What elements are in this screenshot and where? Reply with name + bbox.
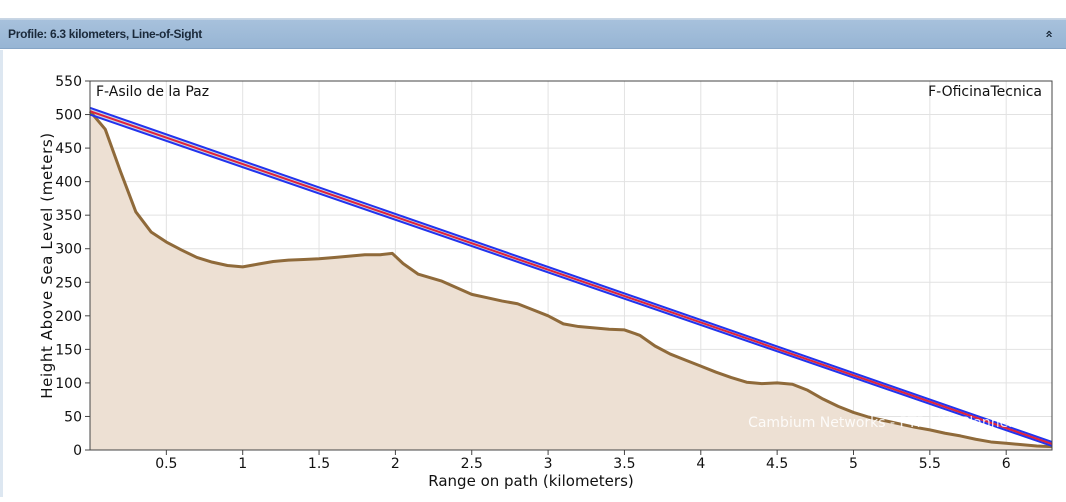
y-axis-label: Height Above Sea Level (meters) [38, 132, 56, 399]
x-tick-label: 2 [391, 456, 400, 472]
collapse-glyph: » [1042, 29, 1057, 39]
y-tick-label: 550 [55, 74, 82, 90]
plot-frame [89, 80, 1053, 451]
watermark-text: Cambium Networks - PTP LINKPlanner [748, 415, 1014, 431]
x-tick-label: 2.5 [461, 456, 483, 472]
x-tick-label: 4.5 [766, 456, 788, 472]
fresnel-lower-line [89, 113, 1053, 447]
line-of-sight-line [89, 110, 1053, 445]
axis-ticks: 0.5 1 1.5 2 2.5 3 3.5 4 4.5 5 5.5 6 0 50 100 150 200 250 3… [55, 74, 1010, 472]
y-tick-label: 450 [55, 141, 82, 157]
x-tick-label: 1.5 [308, 456, 330, 472]
y-tick-label: 100 [55, 376, 82, 392]
x-tick-label: 6 [1002, 456, 1011, 472]
x-tick-label: 5 [849, 456, 858, 472]
y-tick-label: 300 [55, 242, 82, 258]
profile-chart: 0.5 1 1.5 2 2.5 3 3.5 4 4.5 5 5.5 6 0 50 100 150 200 250 3… [0, 50, 1066, 497]
x-tick-label: 5.5 [919, 456, 941, 472]
x-tick-label: 3 [544, 456, 553, 472]
fresnel-upper-line [89, 106, 1053, 443]
y-tick-label: 50 [64, 409, 82, 425]
y-tick-label: 400 [55, 175, 82, 191]
profile-chart-svg: 0.5 1 1.5 2 2.5 3 3.5 4 4.5 5 5.5 6 0 50 100 150 200 250 3… [38, 74, 1053, 490]
panel-title: Profile: 6.3 kilometers, Line-of-Sight [8, 27, 202, 41]
y-tick-label: 250 [55, 275, 82, 291]
x-tick-label: 4 [696, 456, 705, 472]
double-chevron-up-icon[interactable]: » [1040, 24, 1060, 44]
left-rule [0, 50, 3, 497]
x-tick-label: 3.5 [613, 456, 635, 472]
y-tick-label: 0 [73, 443, 82, 459]
x-tick-label: 1 [238, 456, 247, 472]
series-lines [88, 106, 1053, 449]
y-tick-label: 200 [55, 309, 82, 325]
terrain-line [88, 110, 1053, 449]
y-tick-label: 150 [55, 342, 82, 358]
top-strip [0, 0, 1066, 19]
site-label-left: F-Asilo de la Paz [96, 84, 209, 100]
site-label-right: F-OficinaTecnica [928, 84, 1042, 100]
profile-panel-header[interactable]: Profile: 6.3 kilometers, Line-of-Sight » [0, 19, 1066, 49]
x-tick-label: 0.5 [155, 456, 177, 472]
y-tick-label: 350 [55, 208, 82, 224]
terrain-area [90, 111, 1052, 450]
x-axis-label: Range on path (kilometers) [428, 472, 633, 490]
y-tick-label: 500 [55, 108, 82, 124]
